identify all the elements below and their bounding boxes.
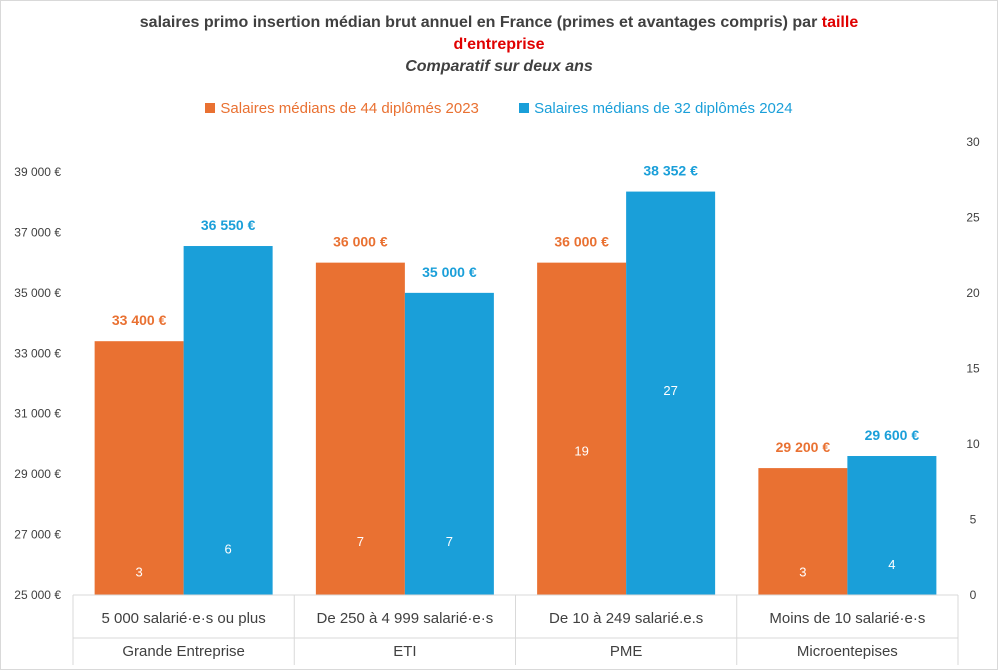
y-tick-label: 29 000 € xyxy=(14,467,61,481)
title-highlight: taille xyxy=(821,14,859,31)
bar xyxy=(183,246,273,595)
y-tick-label: 33 000 € xyxy=(14,346,61,360)
y2-tick-label: 20 xyxy=(966,286,980,300)
count-label: 6 xyxy=(225,542,232,557)
category-group-label: PME xyxy=(610,643,643,660)
legend-swatch-2024 xyxy=(519,103,530,113)
chart-title: salaires primo insertion médian brut ann… xyxy=(0,12,998,78)
data-label: 38 352 € xyxy=(643,163,698,179)
category-group-label: Microentepises xyxy=(797,643,898,660)
data-label: 36 000 € xyxy=(333,234,388,250)
y2-tick-label: 0 xyxy=(970,588,977,602)
chart-subtitle: Comparatif sur deux ans xyxy=(405,58,593,75)
y2-tick-label: 5 xyxy=(970,513,977,527)
count-label: 7 xyxy=(357,534,364,549)
legend-item-2024: Salaires médians de 32 diplômés 2024 xyxy=(519,100,793,117)
data-label: 35 000 € xyxy=(422,264,477,280)
legend-label-2024: Salaires médians de 32 diplômés 2024 xyxy=(534,100,793,117)
legend-item-2023: Salaires médians de 44 diplômés 2023 xyxy=(205,100,479,117)
category-label: De 250 à 4 999 salarié·e·s xyxy=(316,610,493,627)
y-tick-label: 39 000 € xyxy=(14,165,61,179)
count-label: 27 xyxy=(663,383,677,398)
legend: Salaires médians de 44 diplômés 2023 Sal… xyxy=(0,100,998,117)
data-label: 36 550 € xyxy=(201,217,256,233)
category-label: De 10 à 249 salarié.e.s xyxy=(549,610,703,627)
y-tick-label: 37 000 € xyxy=(14,225,61,239)
y-tick-label: 35 000 € xyxy=(14,286,61,300)
count-label: 7 xyxy=(446,534,453,549)
count-label: 4 xyxy=(888,557,895,572)
data-label: 36 000 € xyxy=(554,234,609,250)
bar xyxy=(758,468,848,595)
data-label: 29 200 € xyxy=(776,439,831,455)
category-label: Moins de 10 salarié·e·s xyxy=(769,610,925,627)
y2-tick-label: 30 xyxy=(966,135,980,149)
title-line-2: d'entreprise xyxy=(453,36,545,53)
count-label: 19 xyxy=(574,444,588,459)
bar xyxy=(404,292,494,595)
y-tick-label: 31 000 € xyxy=(14,407,61,421)
bar xyxy=(94,341,184,595)
title-prefix: salaires primo insertion médian brut ann… xyxy=(139,14,822,31)
bar xyxy=(626,191,716,595)
bar xyxy=(537,262,627,595)
category-group-label: ETI xyxy=(393,643,416,660)
bar xyxy=(315,262,405,595)
bar xyxy=(847,456,937,595)
data-label: 33 400 € xyxy=(112,312,167,328)
data-label: 29 600 € xyxy=(865,427,920,443)
y2-tick-label: 15 xyxy=(966,362,980,376)
legend-swatch-2023 xyxy=(205,103,216,113)
y-tick-label: 25 000 € xyxy=(14,588,61,602)
legend-label-2023: Salaires médians de 44 diplômés 2023 xyxy=(220,100,479,117)
category-group-label: Grande Entreprise xyxy=(122,643,245,660)
y2-tick-label: 10 xyxy=(966,437,980,451)
y-tick-label: 27 000 € xyxy=(14,528,61,542)
y2-tick-label: 25 xyxy=(966,211,980,225)
title-line-1: salaires primo insertion médian brut ann… xyxy=(0,12,998,34)
category-label: 5 000 salarié·e·s ou plus xyxy=(101,610,265,627)
count-label: 3 xyxy=(136,564,143,579)
count-label: 3 xyxy=(799,564,806,579)
